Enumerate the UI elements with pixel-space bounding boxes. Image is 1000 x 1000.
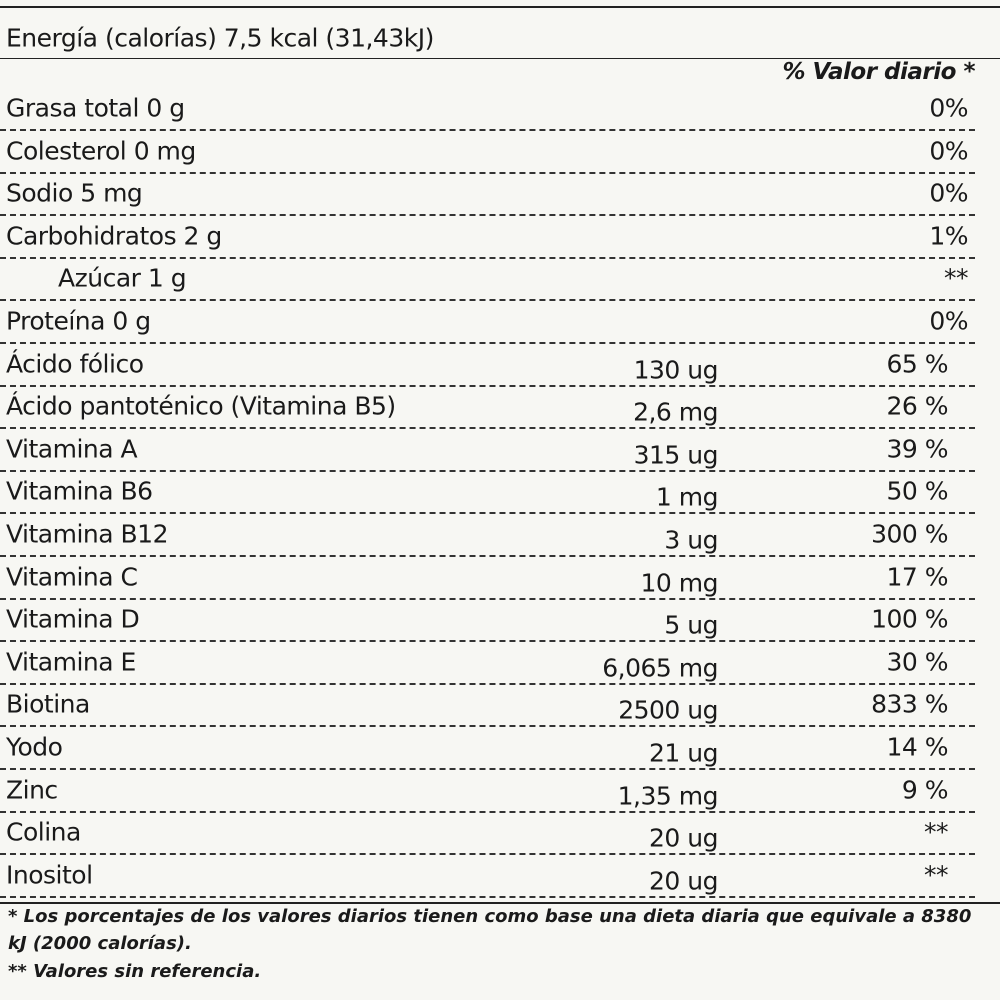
nutrient-name: Vitamina A [6,434,138,464]
row-separator [0,555,975,557]
percent: 26 % [886,391,948,421]
row-separator [0,512,975,515]
amount: 3 ug [664,525,718,555]
amount: 5 ug [664,610,718,640]
percent: 0% [929,93,968,123]
row-separator [0,427,975,430]
row-separator [0,299,975,302]
nutrient-name: Carbohidratos 2 g [6,221,222,251]
row-separator [0,597,975,600]
nutrient-name: Colina [6,817,81,847]
nutrient-name: Azúcar 1 g [58,263,187,293]
percent: 65 % [886,349,948,379]
row-separator [0,384,975,387]
nutrient-name: Proteína 0 g [6,306,151,336]
amount: 1,35 mg [617,781,719,811]
energy-rule [0,58,1000,59]
nutrient-name: Vitamina C [6,562,138,592]
row-separator [0,853,975,856]
row-separator [0,171,975,174]
amount: 20 ug [649,823,718,853]
amount: 130 ug [633,355,719,385]
amount: 6,065 mg [602,653,718,683]
percent: ** [924,860,949,890]
amount: 315 ug [633,440,719,470]
nutrient-name: Grasa total 0 g [6,93,185,123]
nutrient-name: Vitamina D [6,604,140,634]
footnote: * Los porcentajes de los valores diarios… [8,906,972,954]
percent: 100 % [871,604,948,634]
nutrient-name: Vitamina E [6,647,136,677]
amount: 10 mg [640,568,719,598]
row-separator [0,469,975,472]
nutrient-name: Inositol [6,860,93,890]
percent: 0% [929,178,968,208]
top-rule [0,6,1000,8]
row-separator [0,256,975,259]
percent: 833 % [871,689,948,719]
row-separator [0,768,975,770]
row-separator [0,725,975,728]
amount: 20 ug [649,866,718,896]
footer-rule [0,902,1000,904]
percent: ** [924,817,949,847]
amount: 2,6 mg [633,397,718,427]
nutrient-name: Vitamina B12 [6,519,169,549]
percent: 1% [929,221,968,251]
amount: 21 ug [649,738,718,768]
nutrient-name: Biotina [6,689,90,719]
row-separator [0,342,975,344]
nutrient-name: Sodio 5 mg [6,178,143,208]
percent: 0% [929,306,968,336]
footnote: ** Valores sin referencia. [8,961,262,982]
nutrient-name: Zinc [6,775,58,805]
nutrient-name: Vitamina B6 [6,476,153,506]
amount: 1 mg [655,482,719,512]
percent: 17 % [886,562,948,592]
row-separator [0,640,975,643]
nutrient-name: Colesterol 0 mg [6,136,196,166]
percent: 30 % [886,647,948,677]
row-separator [0,895,975,898]
row-separator [0,810,975,813]
row-separator [0,682,975,685]
nutrient-name: Ácido fólico [6,349,144,379]
row-separator [0,129,975,131]
percent: 39 % [886,434,948,464]
energy: Energía (calorías) 7,5 kcal (31,43kJ) [6,23,434,53]
nutrient-name: Yodo [6,732,63,762]
percent: 14 % [886,732,948,762]
nutrient-name: Ácido pantoténico (Vitamina B5) [6,391,396,421]
percent: 9 % [901,775,949,805]
percent: 0% [929,136,968,166]
percent: ** [944,263,969,293]
amount: 2500 ug [618,695,718,725]
column-header: % Valor diario * [782,59,975,85]
percent: 50 % [886,476,948,506]
percent: 300 % [871,519,948,549]
row-separator [0,214,975,217]
